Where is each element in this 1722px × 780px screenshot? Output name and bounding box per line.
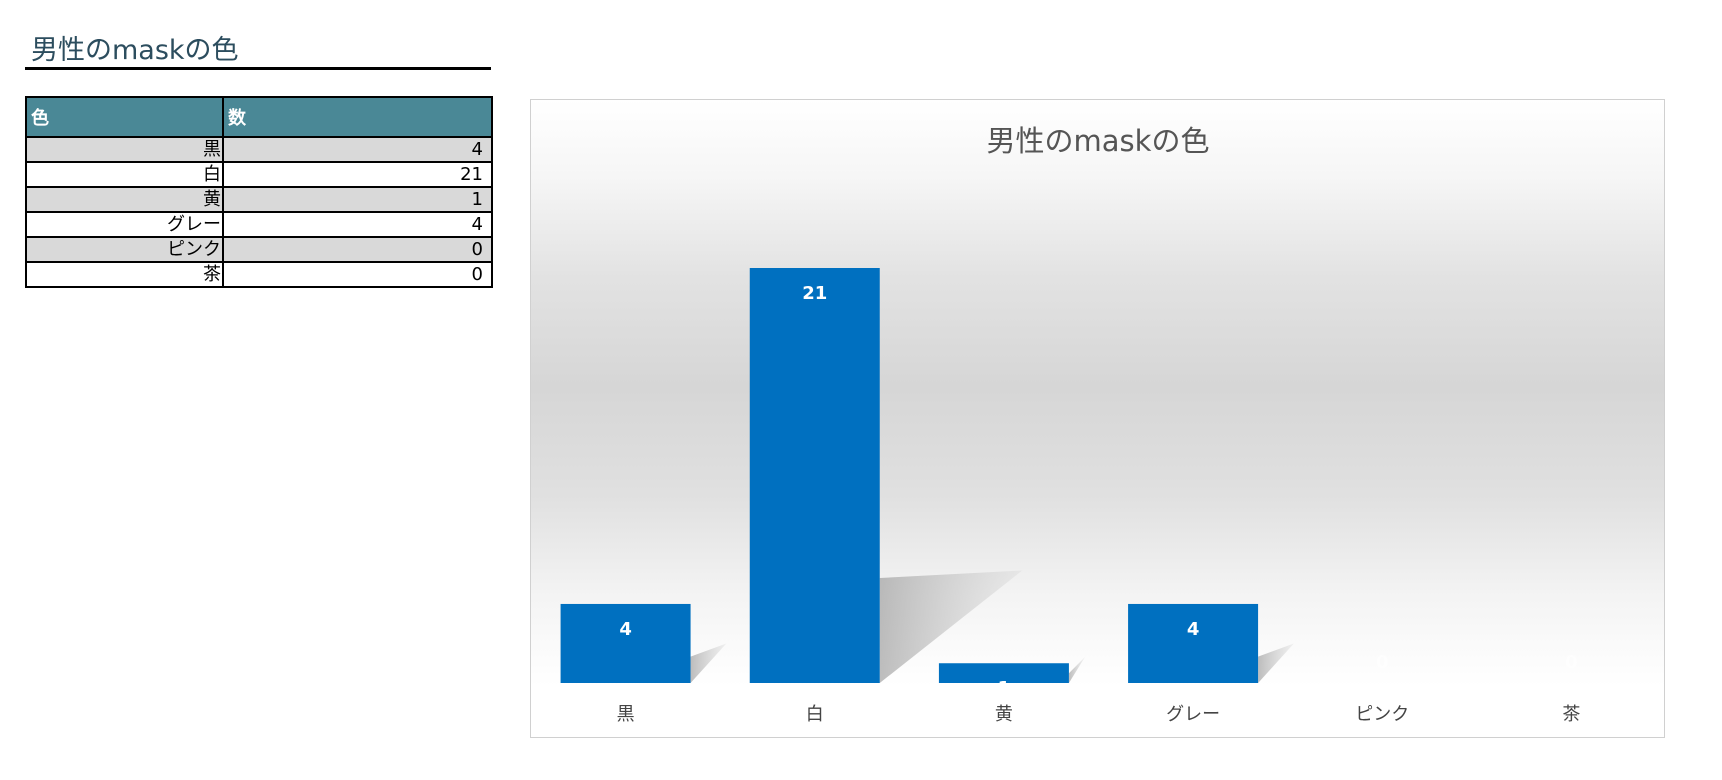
x-tick-label: グレー xyxy=(1166,704,1220,725)
data-label: 1 xyxy=(998,678,1011,699)
bar xyxy=(1128,603,1259,683)
row-label: 黒 xyxy=(25,136,224,163)
table-row: ピンク 0 xyxy=(25,236,493,263)
row-value: 0 xyxy=(222,236,493,263)
row-value: 4 xyxy=(222,136,493,163)
bar-shadow xyxy=(1258,643,1294,683)
x-tick-label: 黒 xyxy=(617,704,635,725)
bar-shadow xyxy=(690,643,727,683)
row-value: 1 xyxy=(222,186,493,213)
data-label-group: 4 21 1 4 0 0 xyxy=(619,283,1577,699)
color-count-table: 色 数 黒 4 白 21 黄 1 グレー 4 ピンク 0 茶 0 xyxy=(25,96,493,288)
bar-chart: 男性のmaskの色 4 21 1 4 0 0 黒 白 黄 グレー ピンク 茶 xyxy=(560,124,1581,725)
row-label: ピンク xyxy=(25,236,224,263)
table-row: 白 21 xyxy=(25,161,493,188)
bar-shadow xyxy=(1068,657,1085,683)
header-color: 色 xyxy=(25,96,224,138)
bar xyxy=(749,268,880,683)
row-label: 白 xyxy=(25,161,224,188)
header-count: 数 xyxy=(222,96,493,138)
row-value: 21 xyxy=(222,161,493,188)
x-tick-label: 黄 xyxy=(995,704,1013,725)
chart-area: 男性のmaskの色 4 21 1 4 0 0 黒 白 黄 グレー ピンク 茶 xyxy=(530,99,1665,738)
x-tick-label: 白 xyxy=(806,704,824,725)
bar-shadows xyxy=(690,570,1294,683)
table-row: 茶 0 xyxy=(25,261,493,288)
data-label: 0 xyxy=(1565,652,1578,673)
bar xyxy=(938,663,1069,683)
row-value: 0 xyxy=(222,261,493,288)
table-row: 黒 4 xyxy=(25,136,493,163)
x-tick-label: 茶 xyxy=(1562,704,1580,725)
row-label: グレー xyxy=(25,211,224,238)
data-label: 4 xyxy=(1187,619,1200,640)
data-label: 21 xyxy=(802,283,827,304)
row-value: 4 xyxy=(222,211,493,238)
data-label: 4 xyxy=(619,619,632,640)
data-label: 0 xyxy=(1376,652,1389,673)
table-header-row: 色 数 xyxy=(25,96,493,138)
table-row: 黄 1 xyxy=(25,186,493,213)
bar-shadow xyxy=(879,570,1023,683)
bar xyxy=(560,603,691,683)
chart-title: 男性のmaskの色 xyxy=(987,124,1210,158)
title-underline xyxy=(25,67,491,70)
category-label-group: 黒 白 黄 グレー ピンク 茶 xyxy=(617,704,1581,725)
row-label: 茶 xyxy=(25,261,224,288)
bar-group xyxy=(560,268,1259,683)
x-tick-label: ピンク xyxy=(1355,704,1409,725)
table-row: グレー 4 xyxy=(25,211,493,238)
sheet-title: 男性のmaskの色 xyxy=(31,35,239,66)
row-label: 黄 xyxy=(25,186,224,213)
